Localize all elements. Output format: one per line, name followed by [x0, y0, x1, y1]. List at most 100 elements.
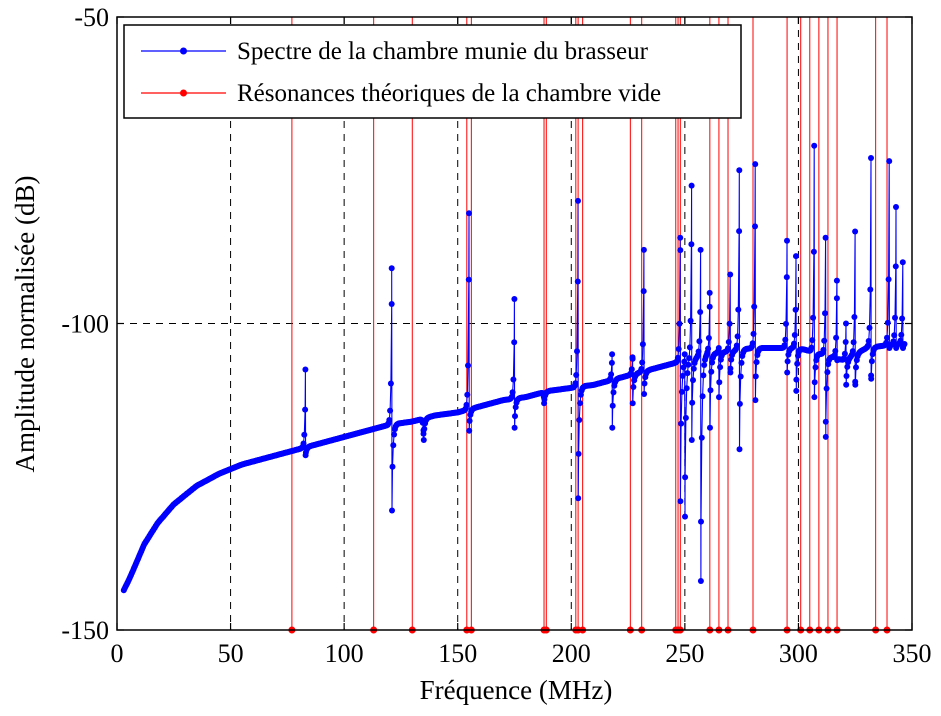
spectrum-point: [851, 314, 858, 320]
spectrum-point: [728, 356, 735, 363]
spectrum-point: [683, 385, 690, 392]
spectrum-point: [868, 155, 874, 161]
spectrum-point: [884, 334, 890, 341]
spectrum-point: [684, 370, 691, 377]
spectrum-point: [883, 339, 890, 346]
spectrum-point: [512, 404, 519, 411]
spectrum-point: [849, 348, 856, 355]
spectrum-point: [843, 381, 850, 388]
spectrum-point: [420, 437, 427, 443]
spectrum-point: [823, 385, 830, 392]
spectrum-point: [709, 359, 716, 366]
spectrum-point: [511, 339, 518, 346]
spectrum-point: [678, 420, 685, 427]
spectrum-point: [752, 223, 758, 230]
spectrum-point: [812, 364, 819, 371]
spectrum-point: [681, 351, 688, 358]
spectrum-point: [811, 379, 818, 386]
legend-spectrum-marker: [180, 47, 187, 55]
spectrum-point: [833, 277, 840, 284]
spectrum-point: [629, 400, 636, 407]
spectrum-point: [575, 197, 581, 204]
spectrum-point: [841, 350, 848, 357]
spectrum-point: [752, 397, 759, 404]
spectrum-point: [811, 394, 818, 401]
spectrum-point: [677, 247, 684, 254]
spectrum-point: [677, 234, 684, 241]
spectrum-point: [681, 358, 688, 365]
spectrum-point: [727, 271, 734, 278]
spectrum-point: [734, 333, 741, 340]
spectrum-point: [793, 253, 799, 260]
spectrum-point: [700, 372, 707, 379]
spectrum-point: [688, 241, 695, 248]
spectrum-point: [716, 379, 723, 386]
spectrum-point: [706, 303, 713, 310]
spectrum-point: [842, 339, 849, 345]
spectrum-point: [733, 342, 740, 349]
spectrum-point: [809, 337, 816, 344]
spectrum-point: [750, 330, 757, 337]
spectrum-point: [784, 358, 791, 365]
spectrum-point: [736, 400, 743, 407]
legend-box: [123, 24, 742, 119]
spectrum-point: [822, 433, 829, 440]
spectrum-point: [791, 340, 797, 347]
spectrum-point: [897, 337, 904, 344]
spectrum-point: [794, 360, 801, 367]
spectrum-point: [901, 341, 908, 347]
spectrum-point: [463, 401, 470, 408]
spectrum-point: [810, 248, 817, 255]
spectrum-point: [572, 380, 579, 387]
x-tick-label: 200: [552, 639, 591, 668]
spectrum-point: [678, 388, 685, 395]
spectrum-point: [751, 303, 758, 310]
spectrum-point: [892, 263, 899, 270]
spectrum-point: [701, 362, 708, 368]
spectrum-point: [738, 359, 745, 366]
spectrum-point: [884, 319, 891, 326]
spectrum-point: [715, 345, 722, 351]
spectrum-point: [705, 345, 712, 352]
spectrum-point: [736, 167, 743, 174]
spectrum-point: [466, 427, 473, 434]
spectrum-point: [682, 474, 689, 481]
spectrum-point: [899, 315, 906, 322]
spectrum-point: [811, 142, 818, 149]
spectrum-point: [388, 265, 395, 272]
spectrum-point: [783, 274, 790, 281]
spectrum-point: [420, 430, 427, 437]
spectrum-point: [810, 314, 817, 321]
spectrum-point: [510, 376, 517, 383]
spectrum-point: [389, 463, 396, 470]
spectrum-point: [464, 391, 471, 398]
y-tick-label: -50: [74, 3, 109, 32]
x-tick-label: 250: [665, 639, 704, 668]
spectrum-point: [791, 332, 798, 338]
spectrum-point: [708, 368, 715, 375]
spectrum-point: [783, 320, 789, 327]
spectrum-point: [465, 362, 471, 369]
axis-ticks: 0 50 100 150 200 250 300 350 -50 -100 -150: [61, 3, 931, 668]
spectrum-point: [677, 498, 684, 505]
spectrum-point: [576, 417, 583, 423]
x-axis-label: Fréquence (MHz): [420, 675, 613, 705]
spectrum-point: [752, 161, 759, 168]
spectrum-point: [868, 375, 875, 382]
spectrum-point: [679, 372, 686, 379]
spectrum-point: [629, 355, 636, 362]
spectrum-point: [784, 369, 791, 376]
spectrum-point: [697, 246, 704, 253]
spectrum-point: [641, 380, 648, 387]
spectrum-point: [630, 384, 637, 390]
spectrum-point: [302, 366, 309, 373]
spectrum-point: [640, 246, 647, 253]
spectrum-point: [864, 342, 871, 349]
spectrum-point: [300, 440, 307, 447]
spectrum-point: [686, 344, 693, 351]
spectrum-point: [609, 402, 616, 409]
x-tick-label: 350: [893, 639, 932, 668]
x-tick-label: 100: [325, 639, 364, 668]
spectrum-point: [697, 578, 704, 584]
spectrum-point: [511, 296, 518, 302]
